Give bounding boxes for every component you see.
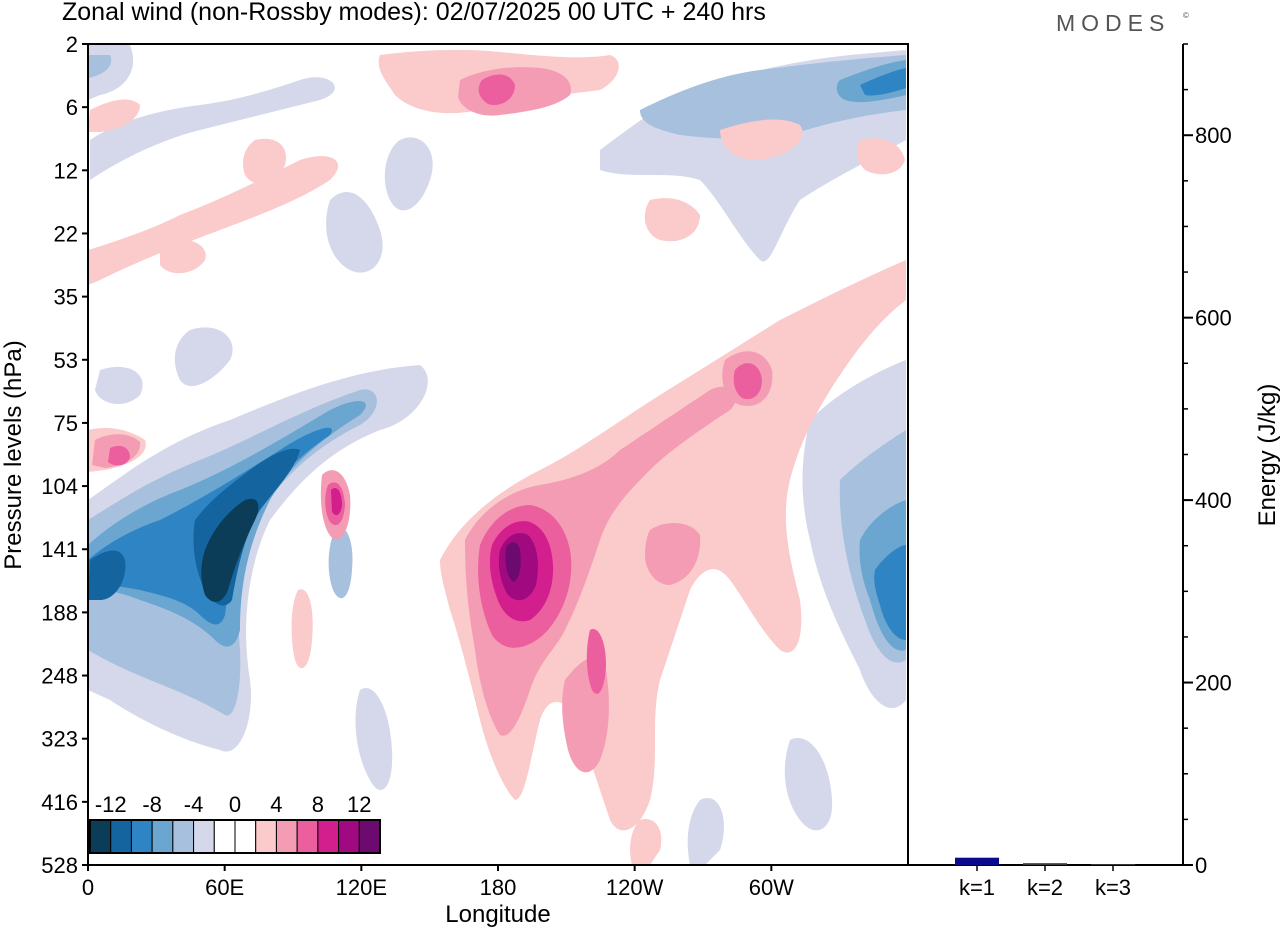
- colorbar-label: 4: [270, 792, 282, 817]
- y-tick-label: 53: [54, 348, 78, 373]
- y-tick-label: 75: [54, 411, 78, 436]
- colorbar-swatch: [338, 819, 360, 854]
- y-tick-label: 323: [41, 727, 78, 752]
- colorbar-swatch: [89, 819, 112, 854]
- energy-category-label: k=3: [1095, 875, 1131, 900]
- pressure-axis: 2 6 12 22 35 53 75 104 141 188 248 323 416 528: [41, 32, 88, 878]
- colorbar-label: -4: [184, 792, 204, 817]
- energy-bar: [1023, 863, 1067, 865]
- colorbar-swatch: [255, 819, 277, 854]
- colorbar-swatch: [130, 819, 153, 854]
- colorbar-swatch: [110, 819, 132, 854]
- brand-logo: MODES: [1056, 10, 1171, 36]
- energy-category-label: k=1: [959, 875, 995, 900]
- y-tick-label: 6: [66, 95, 78, 120]
- y-tick-label: 12: [54, 158, 78, 183]
- energy-tick-label: 0: [1195, 853, 1207, 878]
- y-tick-label: 2: [66, 32, 78, 57]
- y-tick-label: 141: [41, 537, 78, 562]
- contour-level-pos-14: [505, 542, 521, 582]
- x-tick-label: 60W: [749, 875, 794, 900]
- colorbar-label: 8: [312, 792, 324, 817]
- longitude-axis: 0 60E 120E 180 120W 60W: [82, 865, 794, 900]
- y-tick-label: 104: [41, 474, 78, 499]
- chart-title: Zonal wind (non-Rossby modes): 02/07/202…: [62, 0, 766, 26]
- energy-bar: [1091, 864, 1135, 866]
- y-tick-label: 22: [54, 221, 78, 246]
- x-tick-label: 180: [480, 875, 517, 900]
- colorbar-swatch: [296, 819, 319, 854]
- energy-bar: [955, 857, 999, 865]
- energy-tick-label: 600: [1195, 306, 1232, 331]
- colorbar-swatch: [358, 819, 381, 854]
- colorbar-swatch: [234, 819, 257, 854]
- colorbar-label: 12: [347, 792, 371, 817]
- energy-axis: 0 200 400 600 800: [1183, 43, 1232, 878]
- y-tick-label: 35: [54, 285, 78, 310]
- colorbar-swatch: [317, 819, 340, 854]
- contour-level-neg-14: [201, 498, 259, 602]
- colorbar-swatch: [213, 819, 236, 854]
- y-axis-title: Pressure levels (hPa): [0, 340, 27, 569]
- y-tick-label: 248: [41, 664, 78, 689]
- colorbar-frame: [89, 819, 381, 854]
- x-tick-label: 120E: [336, 875, 387, 900]
- x-tick-label: 120W: [606, 875, 664, 900]
- colorbar-swatch: [275, 819, 298, 854]
- energy-categories: k=1 k=2 k=3: [959, 865, 1131, 900]
- x-tick-label: 60E: [205, 875, 244, 900]
- colorbar-swatch: [151, 819, 174, 854]
- energy-axis-title: Energy (J/kg): [1254, 384, 1280, 527]
- colorbar-swatch: [172, 819, 195, 854]
- brand-copyright-mark: ©: [1183, 11, 1189, 20]
- energy-category-label: k=2: [1027, 875, 1063, 900]
- colorbar-label: -12: [95, 792, 127, 817]
- colorbar: -12 -8 -4 0 4 8 12: [89, 792, 381, 854]
- colorbar-swatch: [193, 819, 215, 854]
- y-tick-label: 416: [41, 790, 78, 815]
- x-tick-label: 0: [82, 875, 94, 900]
- contour-field: [88, 44, 908, 865]
- y-tick-label: 188: [41, 600, 78, 625]
- y-tick-label: 528: [41, 853, 78, 878]
- energy-bars: [955, 857, 1135, 866]
- energy-tick-label: 200: [1195, 671, 1232, 696]
- colorbar-label: 0: [229, 792, 241, 817]
- energy-tick-label: 400: [1195, 488, 1232, 513]
- energy-tick-label: 800: [1195, 123, 1232, 148]
- colorbar-label: -8: [142, 792, 162, 817]
- x-axis-title: Longitude: [445, 901, 550, 928]
